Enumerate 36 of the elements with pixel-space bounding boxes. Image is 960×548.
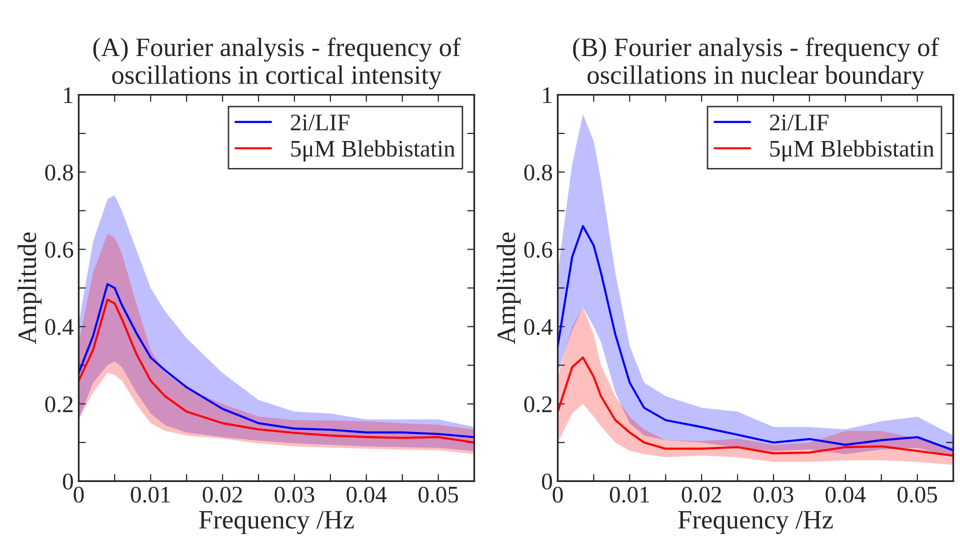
y-axis-title: Amplitude [18,232,42,344]
line-series [558,225,954,452]
y-tick-label: 0 [62,474,73,490]
y-tick-label: 0 [542,474,552,490]
x-tick-label: 0.04 [346,486,387,503]
legend-label: 5μM Blebbistatin [770,140,934,162]
chart-title: (A) Fourier analysis - frequency of oscillations in cortical intensity [93,37,461,90]
chart-title: (B) Fourier analysis - frequency of oscillations in nuclear boundary [573,37,940,90]
y-tick-label: 0.4 [45,319,74,336]
y-tick-label: 0.2 [524,396,552,412]
x-tick-label: 0.05 [898,486,938,503]
x-tick-label: 0.03 [274,486,314,503]
y-tick-label: 0.6 [524,242,552,258]
legend-label: 2i/LIF [770,114,828,130]
x-tick-label: 0.05 [418,486,458,503]
x-tick-label: 0.01 [130,486,170,503]
x-tick-label: 0 [552,486,563,503]
x-tick-label: 0.04 [826,486,866,503]
x-tick-label: 0.01 [610,486,649,503]
x-tick-label: 0.02 [202,486,242,503]
y-tick-label: 0.8 [45,164,73,181]
x-tick-label: 0.02 [682,486,721,503]
y-tick-label: 0.2 [45,396,73,412]
x-axis-title: Frequency /Hz [678,511,833,534]
x-tick-label: 0.03 [754,486,794,503]
legend-label: 2i/LIF [290,114,350,130]
x-axis-title: Frequency /Hz [199,511,354,534]
y-tick-label: 1 [543,87,552,103]
y-tick-label: 0.6 [45,242,74,258]
line-series [558,356,954,457]
y-tick-label: 0.4 [524,319,553,336]
y-axis-title: Amplitude [496,232,521,344]
y-tick-label: 1 [64,87,72,103]
x-tick-label: 0 [74,486,84,503]
legend-label: 5μM Blebbistatin [291,140,455,162]
y-tick-label: 0.8 [524,164,552,181]
